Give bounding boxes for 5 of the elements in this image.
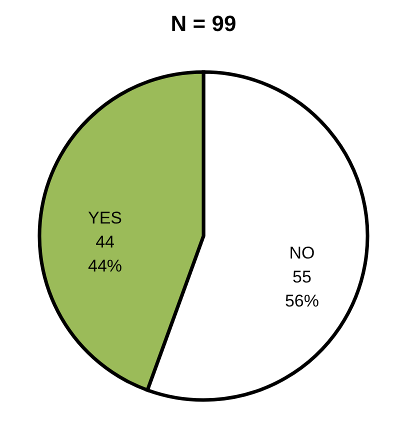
data-label: 55 56%	[284, 267, 319, 310]
slice-label: YES	[88, 208, 122, 228]
data-label: 44 44%	[88, 232, 122, 276]
chart-title: N = 99	[170, 11, 236, 36]
slice-label: NO	[289, 243, 315, 262]
